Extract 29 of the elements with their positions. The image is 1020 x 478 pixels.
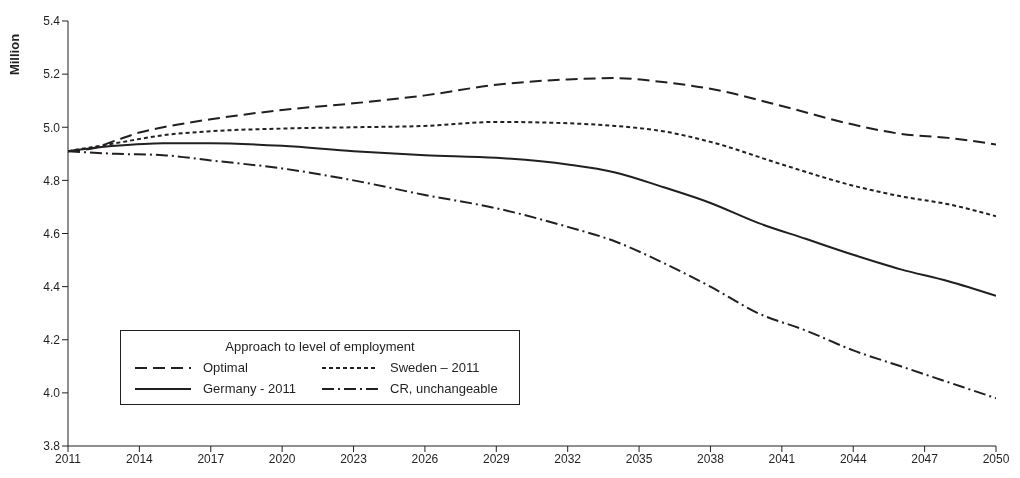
- x-tick-label: 2014: [126, 451, 154, 466]
- x-tick-label: 2017: [197, 451, 225, 466]
- x-tick-label: 2011: [55, 451, 82, 466]
- y-tick-label: 4.8: [43, 173, 61, 188]
- x-tick-label: 2047: [911, 451, 939, 466]
- x-tick-label: 2029: [482, 451, 510, 466]
- y-tick-label: 3.8: [43, 439, 61, 454]
- x-tick-label: 2032: [554, 451, 582, 466]
- y-tick-label: 5.0: [43, 120, 61, 135]
- x-tick-label: 2035: [625, 451, 653, 466]
- x-tick-label: 2041: [768, 451, 796, 466]
- y-tick-label: 4.2: [43, 333, 61, 348]
- legend-label: Germany - 2011: [203, 381, 296, 396]
- x-tick-label: 2026: [411, 451, 439, 466]
- y-tick-label: 4.0: [43, 386, 61, 401]
- y-tick-label: 5.4: [43, 14, 61, 29]
- y-tick-label: 5.2: [43, 67, 61, 82]
- x-tick-label: 2020: [268, 451, 296, 466]
- y-tick-label: 4.6: [43, 226, 61, 241]
- legend-label: Optimal: [203, 360, 248, 375]
- legend-label: Sweden – 2011: [390, 360, 480, 375]
- x-tick-label: 2038: [697, 451, 725, 466]
- x-tick-label: 2044: [839, 451, 867, 466]
- legend-label: CR, unchangeable: [390, 381, 498, 396]
- y-tick-label: 4.4: [43, 279, 61, 294]
- x-tick-label: 2023: [340, 451, 368, 466]
- y-axis-title: Million: [7, 33, 23, 75]
- legend-title: Approach to level of employment: [224, 339, 416, 354]
- x-tick-label: 2050: [982, 451, 1010, 466]
